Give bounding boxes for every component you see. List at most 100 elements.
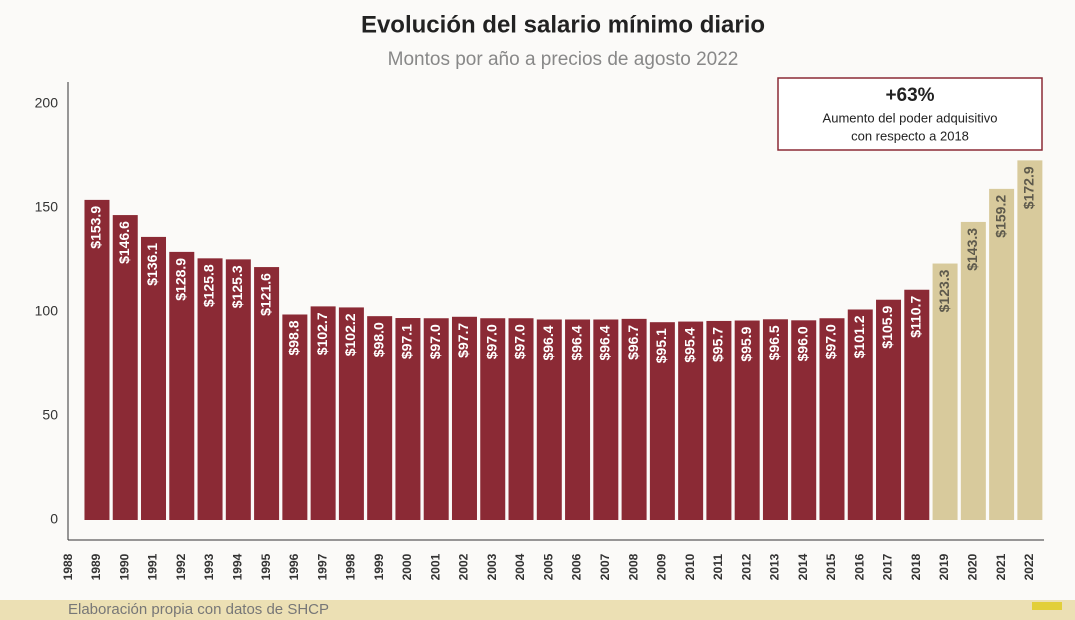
value-label: $96.5 <box>766 325 782 360</box>
x-tick-label: 1988 <box>61 553 75 580</box>
bar <box>423 318 449 520</box>
x-tick-label: 2017 <box>881 553 895 580</box>
x-tick-label: 2009 <box>655 553 669 580</box>
bar <box>847 309 873 520</box>
x-tick-label: 1991 <box>146 553 160 580</box>
annotation-headline: +63% <box>885 85 934 106</box>
bar <box>508 318 534 520</box>
x-tick-label: 2011 <box>711 554 725 580</box>
value-label: $97.1 <box>399 324 415 359</box>
bar <box>593 319 619 520</box>
bar <box>197 258 223 520</box>
bar <box>395 318 421 520</box>
value-label: $98.8 <box>286 320 302 355</box>
bar <box>876 299 902 520</box>
x-tick-label: 2003 <box>485 553 499 580</box>
bar <box>706 320 732 520</box>
bar <box>254 267 280 520</box>
x-tick-label: 2000 <box>400 553 414 580</box>
bar <box>819 318 845 520</box>
y-tick-label: 100 <box>35 303 59 319</box>
x-tick-label: 2012 <box>739 553 753 580</box>
value-label: $102.2 <box>342 313 358 356</box>
value-label: $96.4 <box>540 325 556 360</box>
bar <box>367 316 393 520</box>
chart-title: Evolución del salario mínimo diario <box>361 11 765 38</box>
annotation-box <box>777 77 1043 151</box>
x-tick-label: 1994 <box>230 553 244 580</box>
value-label: $96.7 <box>625 325 641 360</box>
x-tick-label: 2010 <box>683 553 697 580</box>
value-label: $102.7 <box>314 312 330 355</box>
y-tick-label: 0 <box>50 511 58 527</box>
bar <box>960 221 986 520</box>
value-label: $95.7 <box>710 327 726 362</box>
value-label: $97.0 <box>512 324 528 359</box>
x-tick-label: 2006 <box>570 553 584 580</box>
bar <box>734 320 760 520</box>
y-tick-label: 200 <box>35 95 59 111</box>
x-tick-label: 1995 <box>259 553 273 580</box>
value-label: $125.3 <box>229 265 245 308</box>
x-tick-label: 1993 <box>202 553 216 580</box>
x-tick-label: 2020 <box>966 553 980 580</box>
y-tick-label: 150 <box>35 199 59 215</box>
x-tick-label: 1992 <box>174 553 188 580</box>
bar <box>338 307 364 520</box>
y-tick-label: 50 <box>42 407 58 423</box>
bar <box>480 318 506 520</box>
bar <box>225 259 251 520</box>
x-tick-label: 1989 <box>89 553 103 580</box>
x-tick-label: 2022 <box>1022 553 1036 580</box>
x-tick-label: 2014 <box>796 553 810 580</box>
bar <box>904 289 930 520</box>
x-tick-label: 2019 <box>937 553 951 580</box>
value-label: $125.8 <box>201 264 217 307</box>
value-label: $146.6 <box>116 221 132 264</box>
x-tick-label: 2004 <box>513 553 527 580</box>
value-label: $95.4 <box>681 327 697 362</box>
bar <box>649 322 675 520</box>
bar <box>791 320 817 520</box>
chart-subtitle: Montos por año a precios de agosto 2022 <box>388 49 739 70</box>
value-label: $128.9 <box>172 258 188 301</box>
bar <box>565 319 591 520</box>
x-tick-label: 2005 <box>541 553 555 580</box>
x-tick-label: 1990 <box>117 553 131 580</box>
value-label: $110.7 <box>908 296 924 338</box>
value-label: $101.2 <box>851 315 867 358</box>
value-label: $97.0 <box>427 324 443 359</box>
x-tick-label: 2013 <box>768 553 782 580</box>
value-label: $96.4 <box>568 325 584 360</box>
bar <box>621 318 647 520</box>
bar <box>112 215 138 520</box>
x-tick-label: 1996 <box>287 553 301 580</box>
bar <box>762 319 788 520</box>
bar <box>932 263 958 520</box>
annotation-line: con respecto a 2018 <box>851 128 969 143</box>
value-label: $95.9 <box>738 326 754 361</box>
x-tick-label: 2021 <box>994 553 1008 580</box>
bar <box>989 188 1015 520</box>
value-label: $97.0 <box>823 324 839 359</box>
x-tick-label: 2018 <box>909 553 923 580</box>
x-tick-label: 1998 <box>344 553 358 580</box>
annotation-line: Aumento del poder adquisitivo <box>823 110 998 125</box>
x-tick-label: 1999 <box>372 553 386 580</box>
value-label: $97.0 <box>483 324 499 359</box>
x-tick-label: 2016 <box>852 553 866 580</box>
bar <box>282 314 308 520</box>
bar <box>536 319 562 520</box>
x-tick-label: 2001 <box>428 553 442 580</box>
x-tick-label: 2008 <box>626 553 640 580</box>
value-label: $159.2 <box>992 195 1008 238</box>
bar <box>1017 160 1043 521</box>
x-tick-label: 2007 <box>598 553 612 580</box>
bar <box>451 316 477 520</box>
value-label: $121.6 <box>257 273 273 316</box>
logo <box>1032 602 1062 610</box>
footer-band <box>0 600 1075 620</box>
value-label: $143.3 <box>964 228 980 271</box>
bar <box>141 236 167 521</box>
